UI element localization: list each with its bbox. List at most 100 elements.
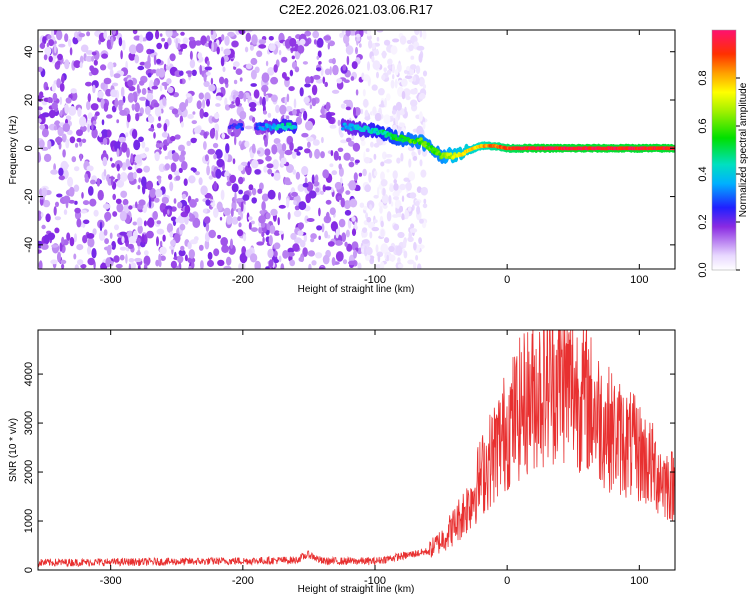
noise-cell: [235, 68, 243, 75]
noise-cell: [86, 165, 94, 172]
noise-cell: [141, 233, 145, 245]
noise-cell: [113, 73, 121, 79]
colorbar-frame: [711, 29, 737, 271]
noise-cell: [348, 140, 355, 147]
noise-cell: [149, 187, 157, 198]
noise-cell: [139, 96, 147, 101]
noise-cell: [215, 103, 221, 107]
track-cell: [366, 126, 370, 131]
noise-cell: [127, 166, 133, 171]
noise-cell: [339, 132, 344, 138]
noise-cell: [69, 236, 75, 247]
noise-cell: [128, 52, 136, 61]
noise-cell: [289, 69, 294, 77]
noise-cell: [92, 84, 96, 94]
noise-cell: [249, 44, 254, 51]
noise-cell: [228, 104, 236, 109]
noise-cell: [95, 111, 100, 116]
x-tick-label: -100: [364, 274, 386, 286]
noise-cell: [351, 61, 358, 70]
noise-cell: [325, 211, 330, 221]
noise-cell: [134, 165, 138, 170]
noise-cell: [64, 33, 69, 42]
noise-cell: [128, 258, 135, 263]
noise-cell: [96, 178, 101, 187]
noise-cell: [410, 99, 418, 107]
noise-cell: [399, 35, 407, 45]
noise-cell: [205, 199, 211, 206]
noise-cell: [130, 153, 134, 164]
noise-cell: [363, 74, 370, 82]
noise-cell: [167, 57, 170, 67]
noise-cell: [416, 125, 424, 135]
noise-cell: [261, 201, 266, 211]
colorbar: 0.0 0.2 0.4 0.6 0.8 Normalized spectral ampl…: [697, 29, 749, 278]
noise-cell: [360, 108, 364, 115]
noise-cell: [322, 76, 326, 84]
noise-cell: [188, 175, 196, 184]
noise-cell: [92, 228, 97, 236]
noise-cell: [58, 167, 64, 176]
noise-cell: [394, 68, 399, 76]
noise-cell: [422, 203, 428, 209]
noise-cell: [180, 43, 188, 49]
noise-cell: [327, 241, 335, 247]
y-tick-label: 3000: [23, 411, 35, 435]
noise-cell: [371, 43, 376, 50]
noise-cell: [199, 108, 205, 119]
noise-cell: [198, 177, 203, 186]
noise-cell: [77, 107, 82, 117]
noise-cell: [106, 39, 111, 50]
noise-cell: [377, 253, 381, 263]
noise-cell: [187, 241, 192, 250]
noise-cell: [159, 33, 163, 37]
noise-cell: [323, 35, 332, 41]
noise-cell: [330, 150, 334, 157]
noise-cell: [202, 99, 206, 109]
y-tick-label: 2000: [23, 460, 35, 484]
track-cell: [426, 142, 431, 146]
noise-cell: [310, 238, 315, 243]
noise-cell: [353, 249, 357, 259]
noise-cell: [409, 228, 418, 233]
noise-cell: [212, 142, 219, 149]
noise-cell: [210, 77, 214, 85]
noise-cell: [355, 89, 359, 96]
x-tick-label: 0: [504, 575, 510, 587]
noise-cell: [303, 110, 308, 121]
noise-cell: [153, 132, 156, 139]
noise-cell: [289, 259, 296, 267]
noise-cell: [256, 147, 265, 157]
noise-cell: [93, 59, 98, 66]
noise-cell: [215, 95, 222, 101]
noise-cell: [368, 39, 373, 49]
colorbar-tick-label: 0.4: [697, 166, 709, 181]
noise-cell: [307, 250, 315, 257]
noise-cell: [349, 157, 355, 162]
noise-cell: [265, 60, 269, 67]
track-cell: [280, 122, 285, 127]
noise-cell: [360, 140, 366, 146]
noise-cell: [331, 187, 334, 193]
noise-cell: [355, 33, 361, 39]
noise-cell: [419, 30, 423, 38]
noise-cell: [116, 179, 125, 188]
noise-cell: [179, 102, 187, 112]
noise-cell: [88, 186, 94, 196]
noise-cell: [350, 76, 355, 81]
noise-cell: [153, 54, 157, 66]
noise-cell: [309, 104, 313, 109]
noise-cell: [50, 259, 58, 265]
noise-cell: [243, 93, 247, 103]
noise-cell: [302, 61, 308, 65]
noise-cell: [104, 238, 109, 245]
noise-cell: [338, 163, 343, 170]
noise-cell: [73, 184, 80, 192]
noise-cell: [87, 93, 92, 103]
track-cell: [423, 141, 428, 145]
noise-cell: [313, 181, 320, 187]
noise-cell: [371, 84, 378, 91]
noise-cell: [273, 242, 281, 250]
noise-cell: [405, 95, 411, 101]
noise-cell: [316, 67, 322, 71]
